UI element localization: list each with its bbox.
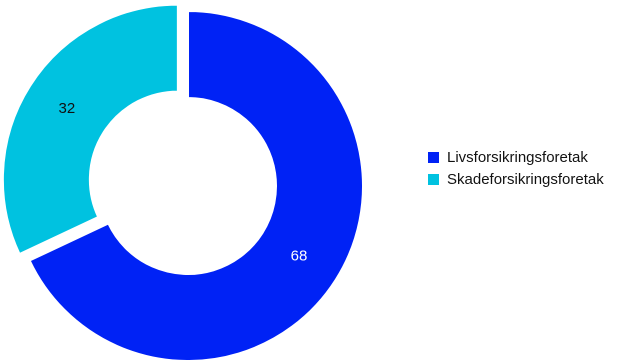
data-label-livsforsikringsforetak: 68	[291, 247, 308, 264]
data-label-skadeforsikringsforetak: 32	[58, 100, 75, 117]
legend-label-skadeforsikringsforetak: Skadeforsikringsforetak	[447, 170, 604, 188]
legend: Livsforsikringsforetak Skadeforsikringsf…	[428, 146, 604, 190]
legend-item-livsforsikringsforetak: Livsforsikringsforetak	[428, 146, 604, 168]
donut-slice-skadeforsikringsforetak	[1, 3, 179, 256]
legend-label-livsforsikringsforetak: Livsforsikringsforetak	[447, 148, 588, 166]
legend-swatch-livsforsikringsforetak	[428, 151, 439, 163]
legend-swatch-skadeforsikringsforetak	[428, 173, 439, 185]
legend-item-skadeforsikringsforetak: Skadeforsikringsforetak	[428, 168, 604, 190]
donut-slice-livsforsikringsforetak	[28, 9, 364, 360]
